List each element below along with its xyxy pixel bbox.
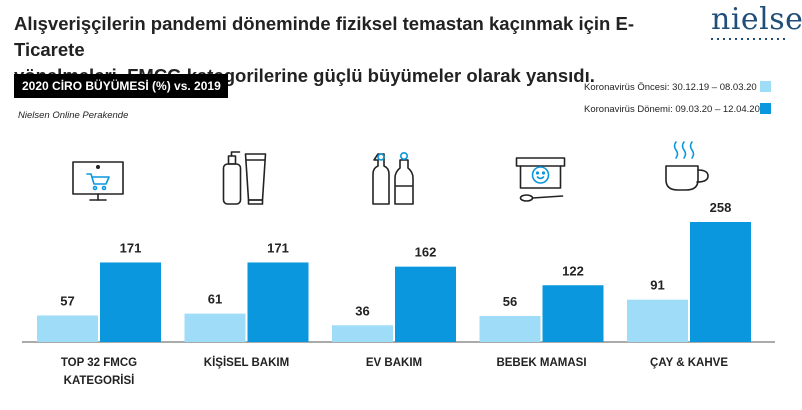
jar-body	[519, 165, 562, 189]
bar-before-2	[332, 325, 393, 342]
cup-handle	[696, 169, 709, 183]
spray-nozzle	[377, 153, 385, 161]
data-label-during-2: 162	[415, 245, 437, 260]
legend-swatch-before	[760, 81, 771, 92]
baby-face	[531, 166, 550, 184]
category-label-4: ÇAY & KAHVE	[624, 354, 754, 372]
bar-during-1	[247, 262, 309, 342]
data-label-during-3: 122	[562, 263, 584, 278]
category-label-line: EV BAKIM	[365, 357, 423, 369]
nielsen-logo: nielsen	[711, 2, 802, 37]
jar-lid	[515, 157, 566, 167]
title-line-1: Alışverişçilerin pandemi döneminde fizik…	[14, 13, 634, 60]
shopping-cart-screen-icon	[72, 161, 124, 201]
category-label-1: KİŞİSEL BAKIM	[182, 354, 312, 372]
personal-care-bottles-icon	[222, 151, 267, 205]
cart-wheel-left	[92, 185, 98, 191]
category-label-line: KATEGORİSİ	[63, 375, 135, 387]
legend-label-before: Koronavirüs Öncesi: 30.12.19 – 08.03.20	[584, 82, 757, 93]
data-label-before-1: 61	[208, 292, 222, 307]
data-label-before-3: 56	[503, 294, 517, 309]
data-label-during-0: 171	[120, 240, 142, 255]
data-label-before-0: 57	[60, 293, 74, 308]
coffee-cup-icon	[665, 141, 709, 191]
source-note: Nielsen Online Perakende	[18, 110, 129, 121]
category-label-line: BEBEK MAMASI	[496, 357, 587, 369]
spray-bottle	[372, 153, 390, 205]
category-label-0: TOP 32 FMCG KATEGORİSİ	[34, 354, 164, 390]
bar-during-3	[542, 285, 604, 342]
data-label-during-1: 171	[267, 240, 289, 255]
legend-item-during: Koronavirüs Dönemi: 09.03.20 – 12.04.20	[584, 103, 780, 125]
spoon-handle	[531, 195, 564, 199]
bar-before-4	[627, 299, 688, 342]
camera-dot	[95, 165, 101, 170]
cart-wheel-right	[101, 185, 107, 191]
data-label-before-2: 36	[355, 303, 369, 318]
growth-badge: 2020 CİRO BÜYÜMESİ (%) vs. 2019	[14, 74, 228, 98]
bar-before-0	[37, 315, 98, 342]
legend-swatch-during	[760, 103, 771, 114]
bar-during-2	[395, 266, 456, 342]
logo-dots-icon	[711, 38, 785, 40]
steam-1	[673, 141, 679, 159]
baby-eye-right	[541, 171, 546, 175]
category-label-line: KİŞİSEL BAKIM	[203, 357, 290, 369]
detergent-cap	[400, 152, 409, 161]
bar-before-1	[184, 313, 246, 342]
tube-bottle	[244, 153, 267, 201]
category-label-3: BEBEK MAMASI	[477, 354, 607, 372]
bar-during-4	[690, 222, 751, 342]
legend-label-during: Koronavirüs Dönemi: 09.03.20 – 12.04.20	[584, 104, 760, 115]
data-label-before-4: 91	[650, 278, 664, 293]
bar-before-3	[479, 315, 541, 342]
cart-body	[86, 173, 110, 185]
baby-smile	[536, 176, 545, 180]
bar-during-0	[100, 262, 161, 342]
steam-2	[681, 141, 687, 159]
data-label-during-4: 258	[710, 200, 732, 215]
tube-cap	[247, 199, 264, 205]
steam-3	[689, 141, 695, 159]
spoon-bowl	[519, 194, 534, 202]
baby-food-jar-icon	[515, 157, 566, 202]
category-label-line: TOP 32 FMCG	[60, 357, 138, 369]
detergent-bottle	[394, 159, 414, 205]
legend-item-before: Koronavirüs Öncesi: 30.12.19 – 08.03.20	[584, 81, 780, 103]
baby-eye-left	[535, 171, 540, 175]
cleaning-bottles-icon	[372, 152, 414, 205]
cup-body	[665, 165, 699, 191]
legend: Koronavirüs Öncesi: 30.12.19 – 08.03.20 …	[584, 81, 780, 125]
pump-bottle	[222, 163, 242, 205]
pump-head	[230, 151, 241, 157]
category-label-line: ÇAY & KAHVE	[650, 357, 728, 369]
category-label-2: EV BAKIM	[329, 354, 459, 372]
pump-neck	[227, 155, 237, 165]
